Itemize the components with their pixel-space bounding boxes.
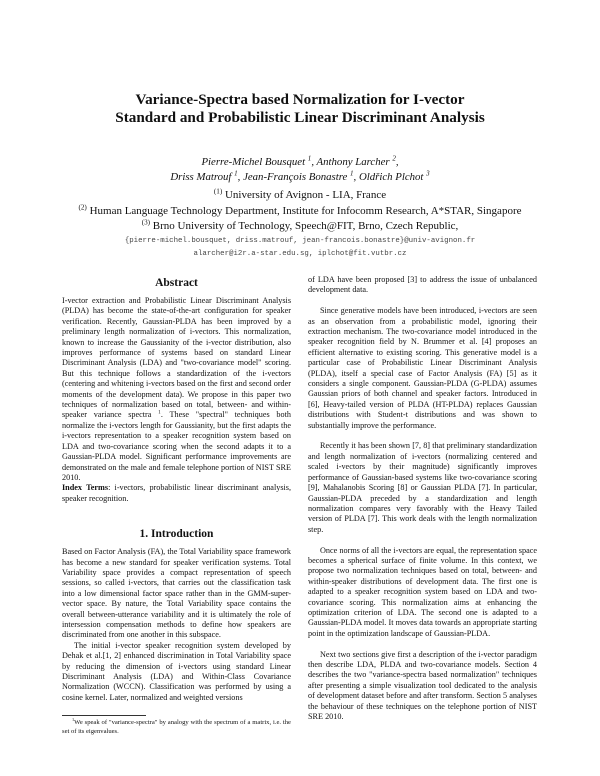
affiliations: (1) University of Avignon - LIA, France … [0, 188, 600, 235]
author: Driss Matrouf [170, 171, 232, 183]
left-column: Abstract I-vector extraction and Probabi… [62, 276, 291, 736]
author: Pierre-Michel Bousquet [201, 156, 306, 168]
affiliation: (3) Brno University of Technology, Speec… [141, 218, 459, 232]
author-list: Pierre-Michel Bousquet 1, Anthony Larche… [170, 154, 430, 183]
abstract-text: I-vector extraction and Probabilistic Li… [62, 296, 291, 482]
index-terms: Index Terms: i-vectors, probabilistic li… [62, 483, 292, 503]
affiliation: (2) Human Language Technology Department… [78, 202, 522, 217]
author-emails: {pierre-michel.bousquet, driss.matrouf, … [124, 237, 476, 258]
paragraph: of LDA have been proposed [3] to address… [308, 275, 537, 295]
affiliation: (1) University of Avignon - LIA, France [213, 187, 387, 201]
paragraph: Recently it has been shown [7, 8] that p… [308, 441, 537, 534]
introduction-heading: 1. Introduction [139, 528, 214, 541]
paper-title: Variance-Spectra based Normalization for… [115, 91, 485, 126]
paragraph: Next two sections give first a descripti… [308, 649, 537, 721]
abstract-heading: Abstract [155, 277, 198, 289]
footnote-rule [62, 715, 146, 717]
paragraph: Since generative models have been introd… [308, 306, 537, 430]
author: Jean-François Bonastre [243, 171, 348, 183]
right-column: of LDA have been proposed [3] to address… [308, 275, 537, 722]
paragraph: Once norms of all the i-vectors are equa… [308, 545, 537, 638]
paragraph: The initial i-vector speaker recognition… [62, 640, 291, 702]
footnote: 1We speak of "variance-spectra" by analo… [62, 717, 291, 735]
author: Oldřich Plchot [358, 171, 424, 183]
author: Anthony Larcher [316, 156, 390, 168]
paragraph: Based on Factor Analysis (FA), the Total… [62, 547, 291, 640]
